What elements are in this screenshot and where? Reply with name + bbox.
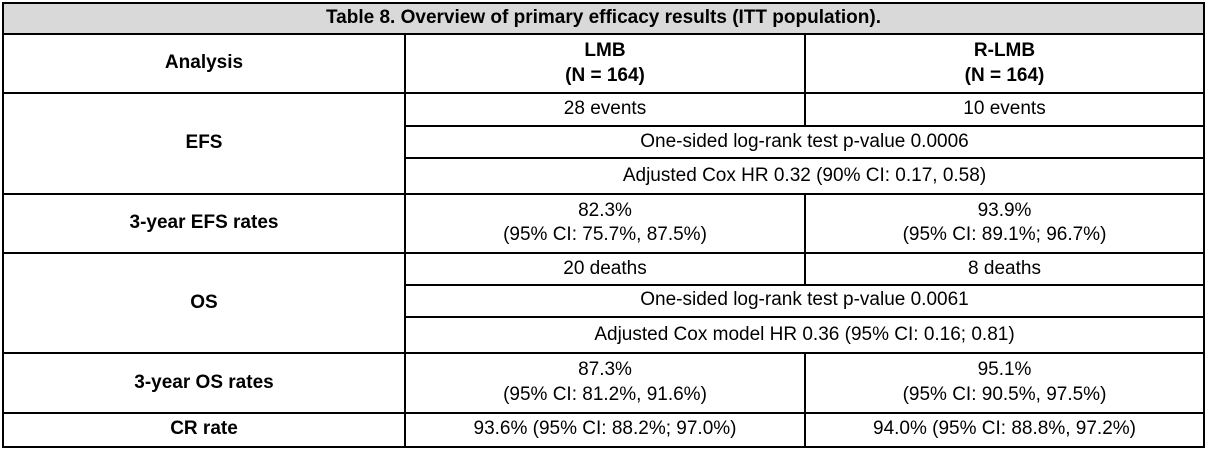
table-title: Table 8. Overview of primary efficacy re…: [2, 1, 1205, 36]
col-header-rlmb: R-LMB (N = 164): [804, 33, 1205, 94]
cell-os-cox: Adjusted Cox model HR 0.36 (95% CI: 0.16…: [404, 315, 1205, 355]
col-header-lmb-name: LMB: [584, 39, 626, 61]
cell-os-rates-rlmb-ci: (95% CI: 90.5%, 97.5%): [902, 383, 1107, 405]
table-row: One-sided log-rank test p-value 0.0061: [3, 283, 1205, 318]
col-header-analysis: Analysis: [2, 33, 406, 94]
table-row: CR rate 93.6% (95% CI: 88.2%; 97.0%) 94.…: [2, 411, 1205, 449]
table-row: EFS 28 events 10 events: [2, 91, 1205, 195]
cell-efs-rates-rlmb-value: 93.9%: [977, 199, 1032, 221]
table-row: OS 20 deaths 8 deaths: [2, 252, 1205, 355]
table-row: 3-year EFS rates 82.3% (95% CI: 75.7%, 8…: [2, 192, 1205, 255]
cell-efs-rates-lmb-value: 82.3%: [578, 199, 632, 221]
table-row: Adjusted Cox HR 0.32 (90% CI: 0.17, 0.58…: [3, 157, 1205, 195]
col-header-rlmb-n: (N = 164): [964, 64, 1045, 86]
table-row: One-sided log-rank test p-value 0.0006: [3, 125, 1205, 160]
table-row: Adjusted Cox model HR 0.36 (95% CI: 0.16…: [3, 315, 1205, 355]
cell-os-rlmb-deaths: 8 deaths: [804, 252, 1205, 286]
cell-efs-rates-rlmb: 93.9% (95% CI: 89.1%; 96.7%): [804, 192, 1205, 255]
cell-cr-lmb: 93.6% (95% CI: 88.2%; 97.0%): [404, 411, 806, 449]
row-label-os-rates: 3-year OS rates: [2, 352, 406, 414]
row-label-efs-rates: 3-year EFS rates: [2, 192, 406, 255]
cell-efs-logrank: One-sided log-rank test p-value 0.0006: [404, 125, 1205, 160]
row-label-os: OS: [2, 252, 406, 355]
cell-os-rates-rlmb-value: 95.1%: [977, 359, 1032, 381]
cell-os-logrank: One-sided log-rank test p-value 0.0061: [404, 283, 1205, 318]
cell-efs-rates-lmb: 82.3% (95% CI: 75.7%, 87.5%): [404, 192, 806, 255]
cell-efs-rlmb-events: 10 events: [804, 91, 1205, 128]
cell-efs-rates-rlmb-ci: (95% CI: 89.1%; 96.7%): [902, 224, 1107, 246]
cell-os-rates-lmb: 87.3% (95% CI: 81.2%, 91.6%): [404, 352, 806, 414]
table-row: 3-year OS rates 87.3% (95% CI: 81.2%, 91…: [2, 352, 1205, 414]
col-header-lmb-n: (N = 164): [565, 64, 645, 86]
row-label-cr-rate: CR rate: [2, 411, 406, 449]
cell-os-rates-lmb-value: 87.3%: [578, 359, 632, 381]
cell-efs-cox: Adjusted Cox HR 0.32 (90% CI: 0.17, 0.58…: [404, 157, 1205, 195]
cell-cr-rlmb: 94.0% (95% CI: 88.8%, 97.2%): [804, 411, 1205, 449]
cell-efs-rates-lmb-ci: (95% CI: 75.7%, 87.5%): [503, 224, 707, 246]
cell-os-rates-lmb-ci: (95% CI: 81.2%, 91.6%): [503, 383, 707, 405]
cell-efs-lmb-events: 28 events: [404, 91, 806, 128]
row-label-efs: EFS: [2, 91, 406, 195]
cell-os-rates-rlmb: 95.1% (95% CI: 90.5%, 97.5%): [804, 352, 1205, 414]
cell-os-lmb-deaths: 20 deaths: [404, 252, 806, 286]
col-header-rlmb-name: R-LMB: [973, 39, 1036, 61]
col-header-lmb: LMB (N = 164): [404, 33, 806, 94]
